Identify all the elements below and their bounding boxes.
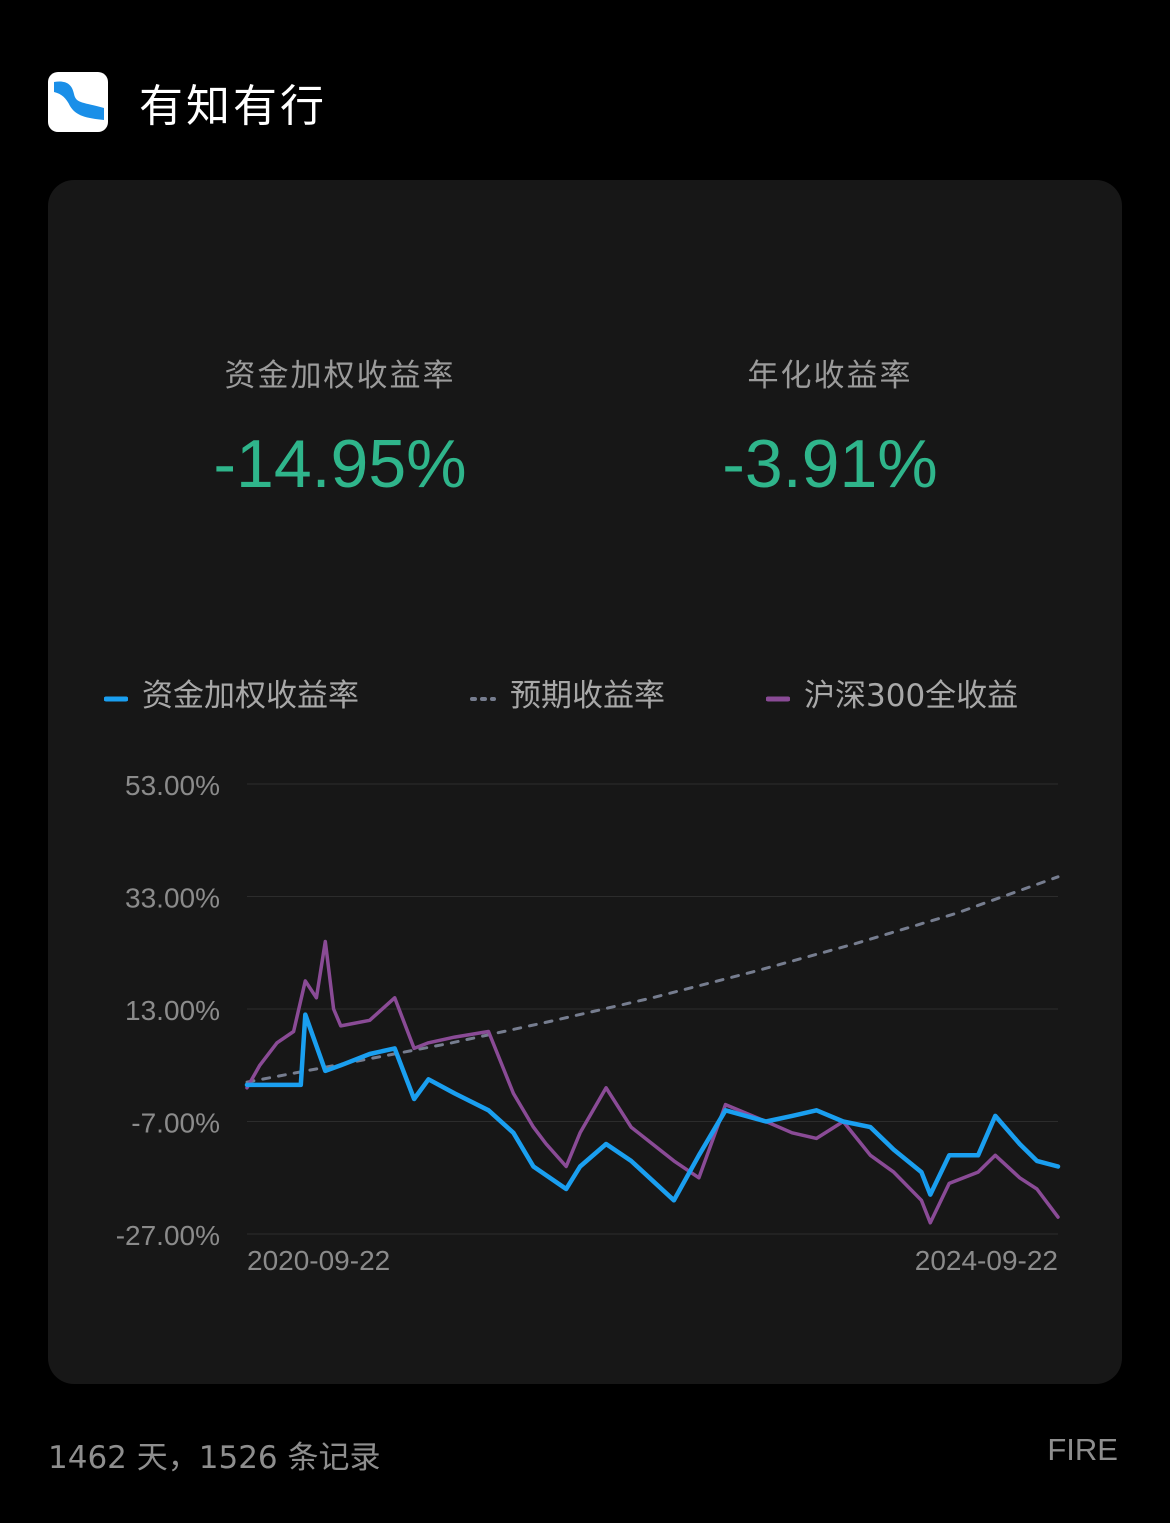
legend-label: 资金加权收益率 — [142, 678, 359, 714]
app-header: 有知有行 — [48, 72, 327, 132]
app-title: 有知有行 — [139, 81, 327, 132]
legend-label: 沪深300全收益 — [804, 678, 1019, 714]
stat-label: 年化收益率 — [747, 358, 913, 394]
stat-value: -14.95% — [213, 426, 467, 502]
y-tick-label: 13.00% — [125, 995, 220, 1026]
y-tick-label: -7.00% — [131, 1108, 220, 1139]
y-tick-label: 33.00% — [125, 883, 220, 914]
return-line-chart: 53.00% 33.00% 13.00% -7.00% -27.00% 2020-09-2… — [116, 770, 1061, 1276]
fire-tag: FIRE — [1047, 1432, 1118, 1467]
series-line-hs300 — [245, 939, 1060, 1225]
annualized-return-stat: 年化收益率 -3.91% — [630, 350, 1030, 503]
stat-value: -3.91% — [722, 426, 938, 502]
legend-label: 预期收益率 — [510, 678, 665, 714]
x-tick-label: 2020-09-22 — [247, 1245, 390, 1276]
legend-swatch-solid-blue — [103, 675, 129, 711]
money-weighted-return-stat: 资金加权收益率 -14.95% — [140, 350, 540, 503]
legend-swatch-solid-purple — [765, 675, 791, 711]
app-logo-icon — [48, 72, 108, 132]
series-line-money-weighted — [244, 1012, 1061, 1203]
y-tick-label: 53.00% — [125, 770, 220, 801]
legend-swatch-dotted — [470, 675, 496, 711]
legend-item-hs300: 沪深300全收益 — [765, 670, 1019, 715]
return-summary-card: 资金加权收益率 -14.95% 年化收益率 -3.91% 资金加权收益率 预期收… — [48, 180, 1122, 1384]
records-summary: 1462 天，1526 条记录 — [48, 1440, 381, 1476]
chart-legend: 资金加权收益率 预期收益率 沪深300全收益 — [103, 670, 1064, 714]
legend-item-expected: 预期收益率 — [470, 670, 665, 715]
legend-item-money-weighted: 资金加权收益率 — [103, 670, 359, 715]
x-tick-label: 2024-09-22 — [915, 1245, 1058, 1276]
stat-label: 资金加权收益率 — [224, 358, 456, 394]
y-tick-label: -27.00% — [116, 1220, 220, 1251]
series-line-expected — [245, 875, 1060, 1084]
